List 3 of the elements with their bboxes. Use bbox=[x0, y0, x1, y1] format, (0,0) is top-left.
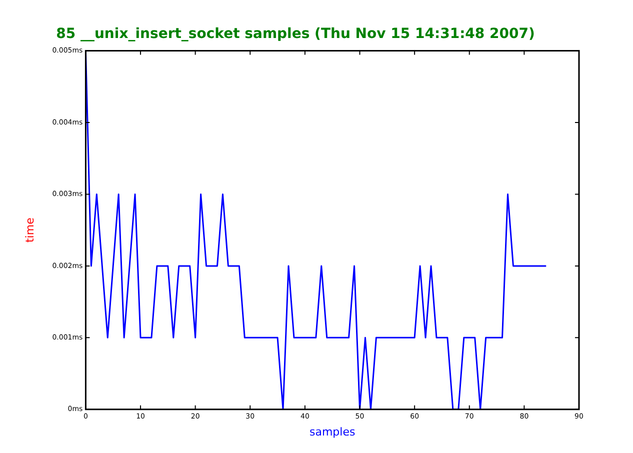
y-axis-title: time bbox=[23, 217, 36, 243]
x-axis-title: samples bbox=[309, 425, 356, 438]
chart-title: 85 __unix_insert_socket samples (Thu Nov 15 14:31:48 2007) bbox=[56, 26, 535, 42]
